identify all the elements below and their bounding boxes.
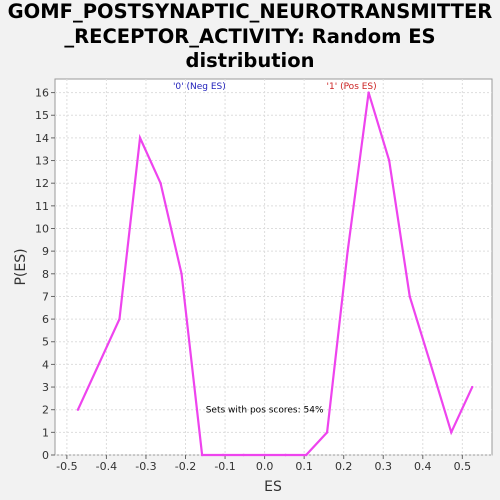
data-point [408,295,411,298]
x-tick-label: -0.4 [96,460,117,473]
y-tick-label: 15 [35,109,49,122]
x-tick-label: 0.0 [256,460,274,473]
x-tick-label: 0.4 [414,460,432,473]
data-points [76,91,474,457]
y-tick-label: 4 [42,358,49,371]
data-point [367,91,370,94]
data-point [159,181,162,185]
x-axis-label: ES [264,479,282,495]
y-tick-label: 8 [42,268,49,281]
data-point [118,317,121,321]
data-point [346,249,349,253]
y-tick-label: 14 [35,132,49,145]
data-point [429,363,432,366]
y-tick-label: 16 [35,87,49,100]
y-tick-label: 5 [42,336,49,349]
data-point [263,453,266,457]
y-axis-label: P(ES) [13,248,29,285]
x-tick-label: -0.3 [135,460,156,473]
y-tick-label: 2 [42,404,49,417]
x-tick-label: 0.2 [335,460,353,473]
x-tick-label: -0.5 [56,460,77,473]
data-point [242,453,245,457]
y-tick-label: 10 [35,222,49,235]
x-tick-label: 0.1 [295,460,313,473]
data-point [76,408,80,411]
x-tick-label: -0.1 [214,460,235,473]
plot-background [54,78,493,456]
data-point [221,453,225,457]
grid-lines [55,79,492,456]
annotations: '0' (Neg ES) '1' (Pos ES) Sets with pos sc… [173,82,377,416]
axis-ticks: -0.5 -0.4 -0.3 -0.2 -0.1 0.0 0.1 0.2 0.3 0.4 0.5 0 1… [35,87,471,473]
y-tick-label: 3 [42,381,49,394]
annotation-label: '0' (Neg ES) [173,82,226,92]
x-tick-label: 0.5 [454,460,472,473]
annotation-label: '1' (Pos ES) [327,82,377,92]
y-tick-label: 7 [42,290,49,303]
y-tick-label: 12 [35,177,49,190]
y-tick-label: 6 [42,313,49,326]
chart-title-line-1: GOMF_POSTSYNAPTIC_NEUROTRANSMITTER [7,0,493,23]
x-tick-label: 0.3 [374,460,392,473]
data-point [138,136,142,140]
x-tick-label: -0.2 [175,460,196,473]
y-tick-label: 1 [42,426,49,439]
data-point [200,453,204,457]
data-point [304,453,308,457]
data-point [450,431,453,434]
chart-title-line-3: distribution [185,49,315,72]
chart-title-line-2: _RECEPTOR_ACTIVITY: Random ES [64,24,436,48]
annotation-label: Sets with pos scores: 54% [206,406,324,416]
data-point [284,453,287,457]
y-tick-label: 9 [42,245,49,258]
chart-title: GOMF_POSTSYNAPTIC_NEUROTRANSMITTER _RECE… [0,0,500,74]
data-point [180,272,183,275]
data-point [471,385,474,389]
y-tick-label: 13 [35,155,49,168]
y-tick-label: 11 [35,200,49,213]
data-point [325,431,329,434]
data-point [387,159,391,162]
y-tick-label: 0 [42,449,49,462]
